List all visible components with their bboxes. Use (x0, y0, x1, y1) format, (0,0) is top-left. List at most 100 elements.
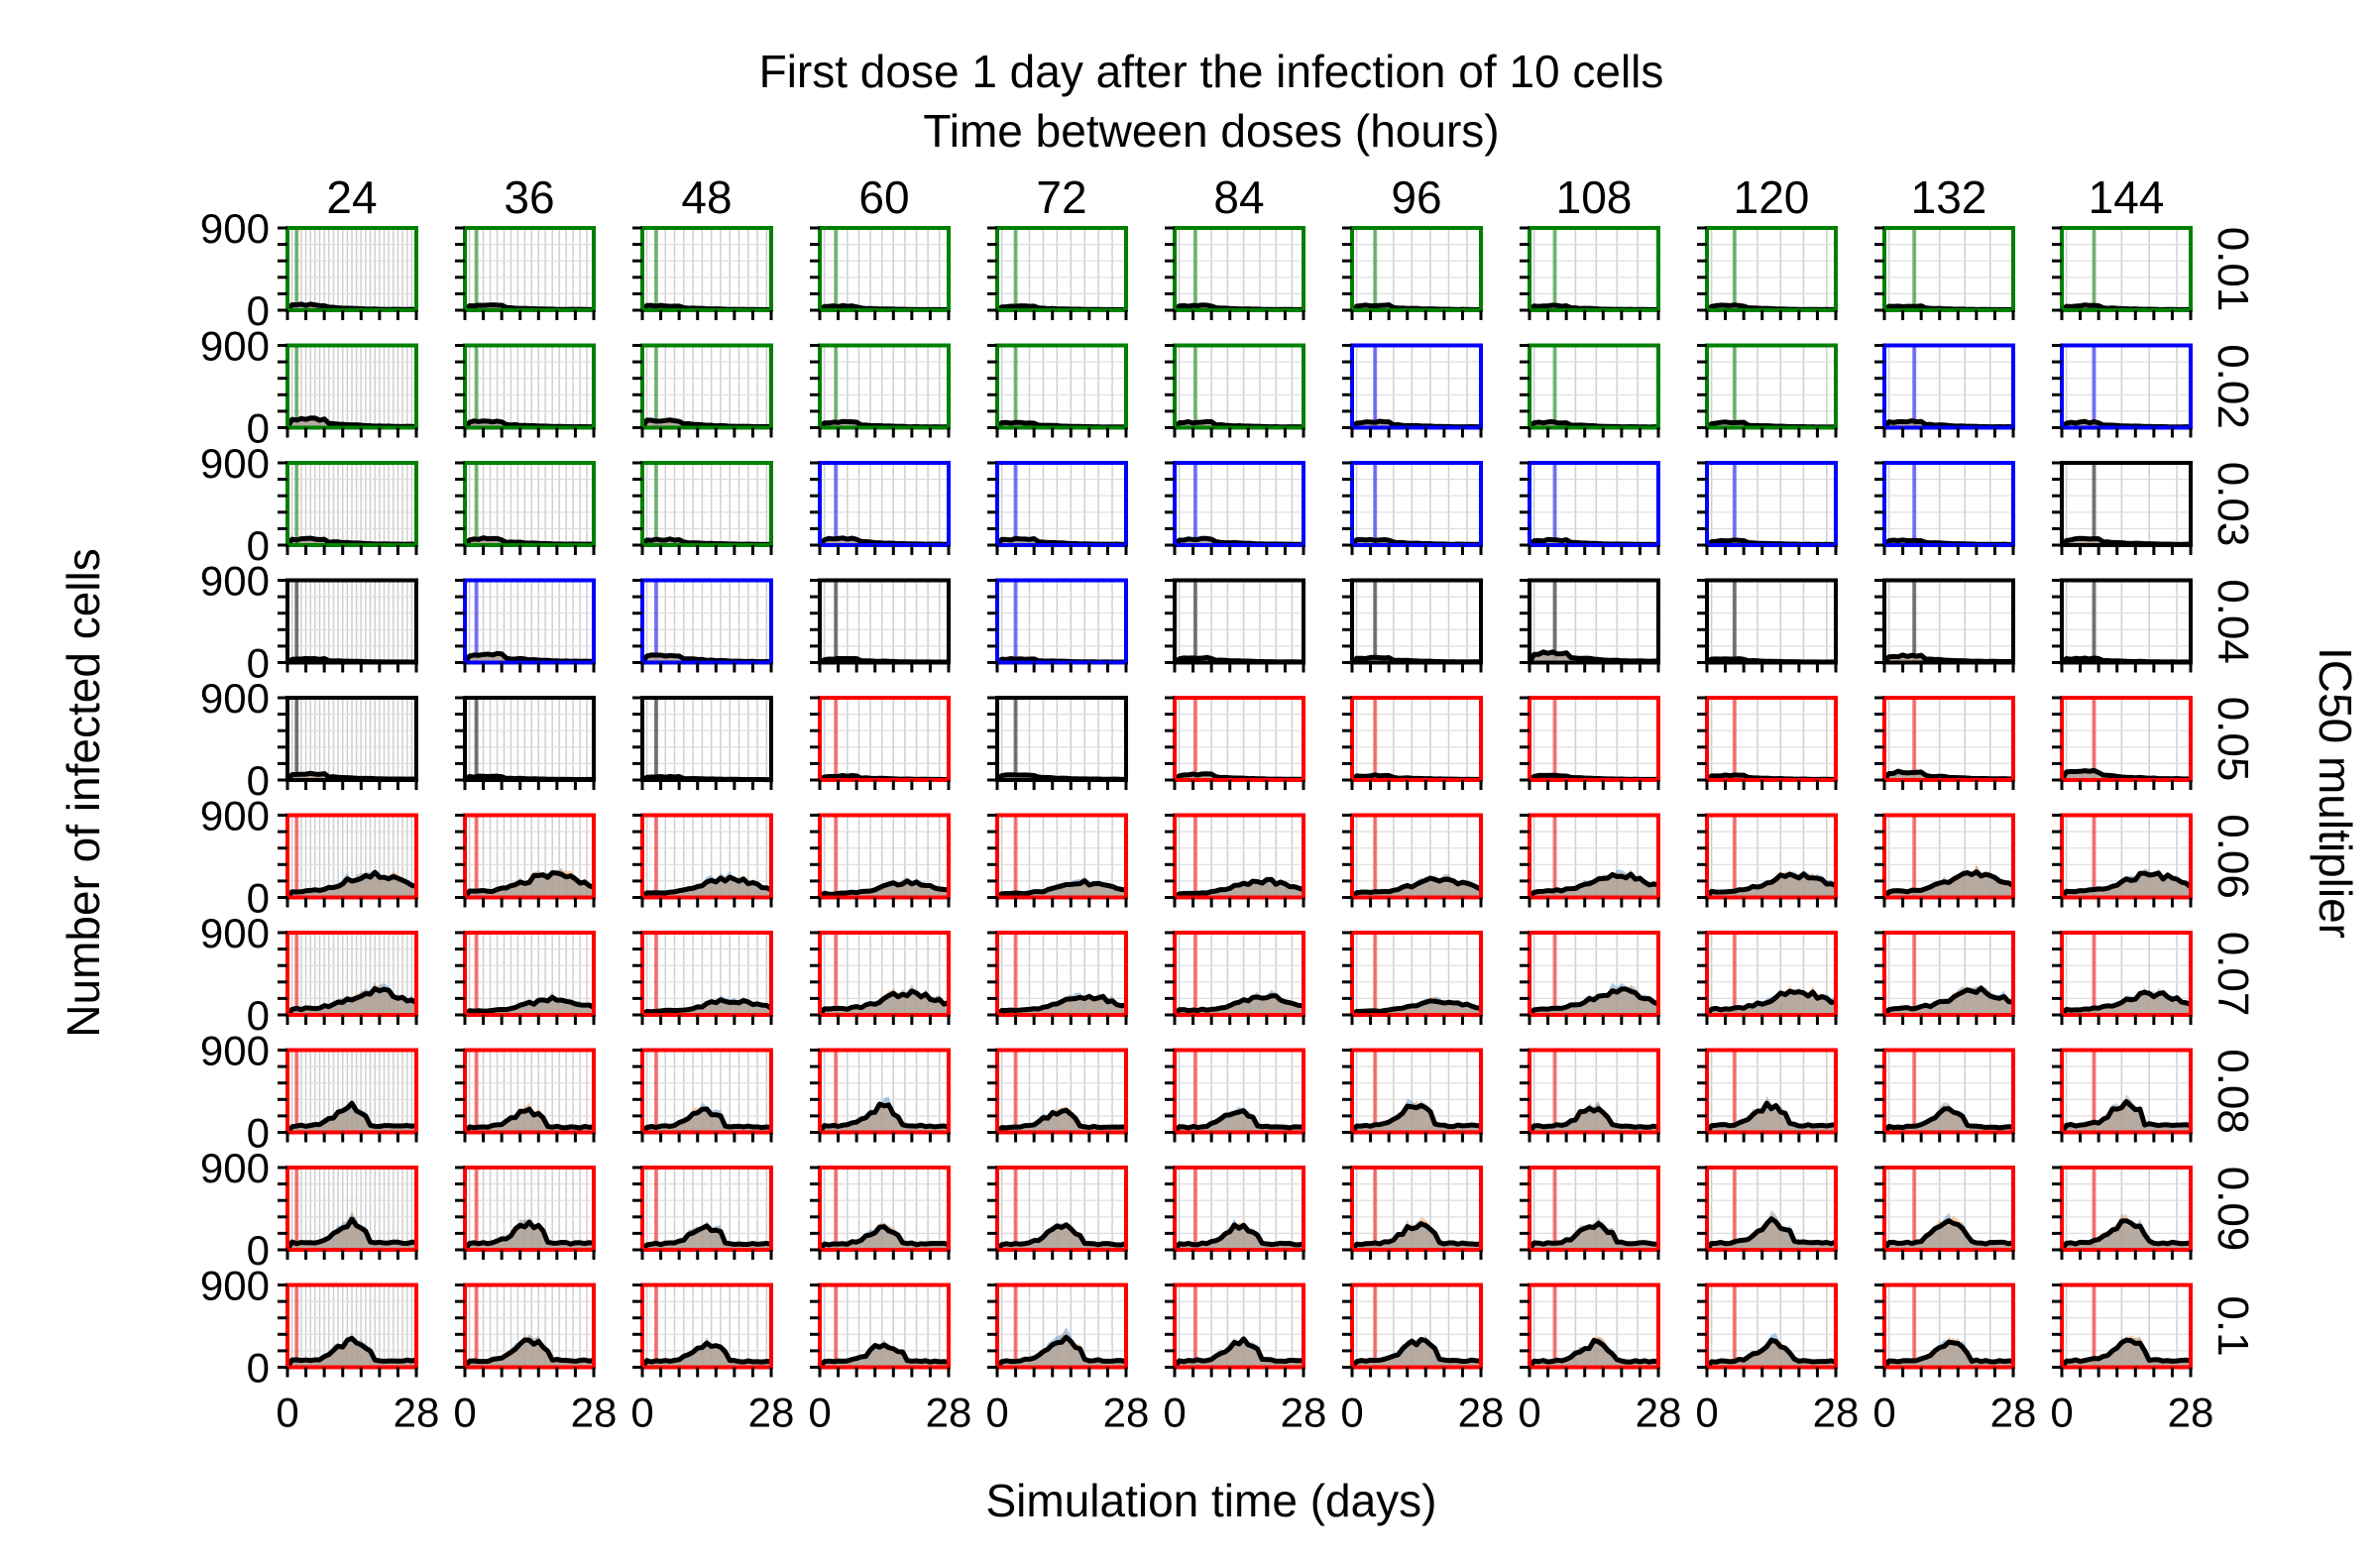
x-tick-label: 28 (1990, 1390, 2037, 1436)
column-label: 84 (1213, 171, 1264, 223)
x-tick-label: 0 (453, 1390, 476, 1436)
panel-frame (1173, 1283, 1305, 1370)
row-label: 0.1 (2209, 1295, 2257, 1356)
column-label: 96 (1391, 171, 1441, 223)
mean-line (285, 869, 417, 899)
x-tick-label: 28 (571, 1390, 618, 1436)
y-tick-label: 0 (247, 287, 270, 334)
y-tick-label: 0 (247, 992, 270, 1039)
column-label: 60 (858, 171, 909, 223)
series-band (2062, 1093, 2191, 1133)
mean-line (463, 1337, 595, 1369)
y-tick-label: 900 (200, 323, 270, 370)
panel-frame (2060, 1166, 2193, 1252)
panel (987, 696, 1128, 790)
mean-line (1350, 875, 1483, 900)
panel: 0 900 (200, 793, 418, 922)
mean-line (1882, 985, 2014, 1017)
mean-line (1527, 1220, 1659, 1252)
mean-line (995, 878, 1127, 900)
panel (1520, 343, 1660, 438)
panel-frame (1528, 1048, 1660, 1135)
y-tick-label: 900 (200, 793, 270, 839)
mean-line (2060, 1337, 2192, 1369)
panel: 0 28 (1518, 1283, 1681, 1436)
panel: 0 28 (985, 1283, 1149, 1436)
series-band (287, 1331, 416, 1368)
panel-frame (2060, 226, 2193, 312)
mean-line (640, 1223, 772, 1252)
panel-frame (463, 226, 596, 312)
mean-line (1350, 1336, 1482, 1370)
panel-frame (640, 1048, 773, 1135)
panel-frame (1350, 813, 1483, 900)
panel-frame (818, 1283, 951, 1370)
series-band (287, 415, 416, 428)
series-band (1530, 1101, 1658, 1133)
x-tick-label: 0 (1872, 1390, 1895, 1436)
panel (1874, 1166, 2015, 1260)
panel (2052, 813, 2193, 908)
panel (1165, 578, 1305, 673)
panel-frame (818, 931, 951, 1017)
mean-line (284, 1216, 417, 1252)
panel-frame (1173, 226, 1305, 312)
mean-line (1881, 1339, 2014, 1369)
panel (810, 226, 951, 320)
panel-frame (285, 1283, 418, 1370)
panel (455, 578, 596, 673)
panel-frame (463, 696, 596, 782)
panel-frame (1882, 461, 2015, 547)
panel-frame (285, 461, 418, 547)
panel-frame (818, 343, 951, 430)
panel (455, 1166, 596, 1260)
panel-frame (2060, 1283, 2193, 1370)
series-band (642, 1106, 771, 1133)
mean-line (2059, 1218, 2192, 1252)
mean-line (2060, 989, 2192, 1017)
x-tick-label: 28 (1813, 1390, 1860, 1436)
series-band (1175, 1106, 1303, 1133)
panel (1697, 813, 1838, 908)
panel (987, 343, 1128, 438)
panel (1342, 461, 1483, 555)
panel-frame (640, 1166, 773, 1252)
panel (1697, 578, 1838, 673)
panel-frame (1705, 1283, 1838, 1370)
panel-frame (640, 226, 773, 312)
panel-frame (463, 813, 596, 900)
panel (455, 696, 596, 790)
panel-frame (463, 343, 596, 430)
panel (2052, 1166, 2193, 1260)
mean-line (818, 1224, 950, 1252)
row-label: 0.08 (2209, 1049, 2257, 1134)
panel (2052, 226, 2193, 320)
x-tick-label: 0 (1695, 1390, 1718, 1436)
column-label: 24 (326, 171, 377, 223)
x-tick-label: 0 (1163, 1390, 1186, 1436)
mean-line (1528, 986, 1660, 1017)
panel-frame (2060, 461, 2193, 547)
panel (632, 461, 773, 555)
panel-frame (1705, 343, 1838, 430)
panel (1874, 931, 2015, 1025)
panel (810, 343, 951, 438)
panel-frame (1173, 1048, 1305, 1135)
mean-line (1705, 871, 1837, 899)
panel (1165, 343, 1305, 438)
y-tick-label: 0 (247, 640, 270, 687)
panel (1520, 1048, 1660, 1143)
mean-line (463, 1106, 595, 1135)
mean-line (995, 1107, 1127, 1135)
series-band (1530, 1221, 1658, 1250)
panel-frame (640, 343, 773, 430)
y-tick-label: 900 (200, 440, 270, 487)
panel-frame (1882, 226, 2015, 312)
y-tick-label: 0 (247, 522, 270, 569)
panel-frame (285, 1048, 418, 1135)
panel: 0 900 (200, 910, 418, 1039)
panel: 0 900 0 28 (200, 1263, 439, 1436)
panel-frame (1882, 343, 2015, 430)
row-label: 0.05 (2209, 697, 2257, 782)
